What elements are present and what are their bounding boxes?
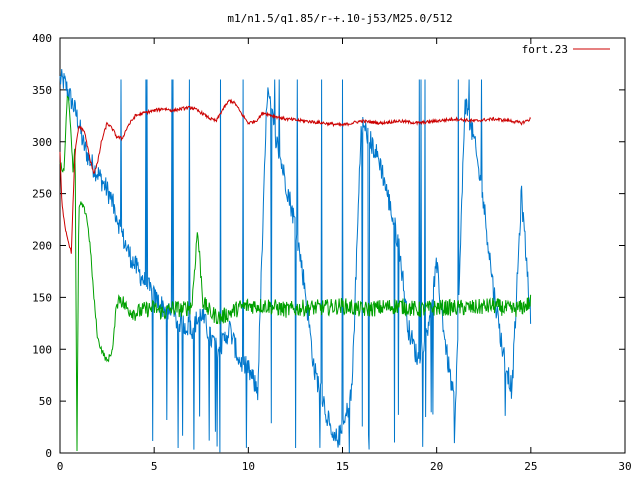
y-tick-label: 400 xyxy=(32,32,52,45)
legend: fort.23 xyxy=(522,43,610,56)
series-line-2 xyxy=(59,95,532,452)
x-tick-label: 15 xyxy=(336,460,349,473)
series-layer xyxy=(59,69,532,453)
y-tick-label: 50 xyxy=(39,395,52,408)
y-tick-label: 250 xyxy=(32,188,52,201)
y-tick-label: 0 xyxy=(45,447,52,460)
series-line-3 xyxy=(59,69,532,453)
x-tick-label: 0 xyxy=(57,460,64,473)
x-tick-label: 10 xyxy=(242,460,255,473)
x-tick-label: 25 xyxy=(524,460,537,473)
series-line-1 xyxy=(59,98,532,254)
x-tick-label: 5 xyxy=(151,460,158,473)
y-tick-label: 350 xyxy=(32,84,52,97)
chart-title: m1/n1.5/q1.85/r-+.10-j53/M25.0/512 xyxy=(227,12,452,25)
x-tick-label: 20 xyxy=(430,460,443,473)
y-tick-label: 100 xyxy=(32,343,52,356)
y-tick-label: 200 xyxy=(32,240,52,253)
x-tick-label: 30 xyxy=(618,460,631,473)
y-tick-label: 300 xyxy=(32,136,52,149)
legend-label: fort.23 xyxy=(522,43,568,56)
y-tick-label: 150 xyxy=(32,291,52,304)
